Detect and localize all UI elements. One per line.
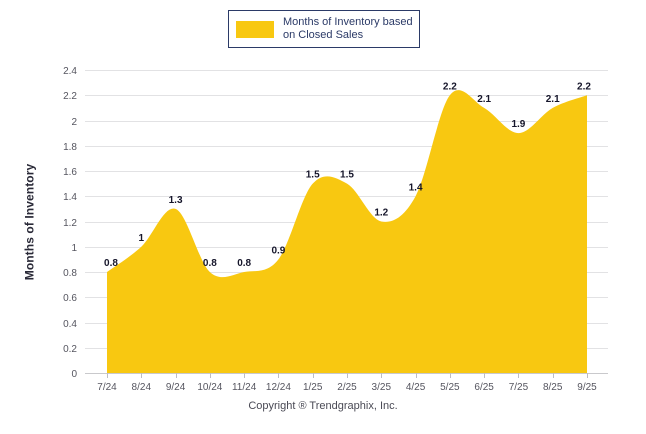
y-axis-tick-label: 0.6 [63,293,77,304]
data-point-label: 2.1 [477,94,491,105]
y-axis-tick-label: 0.4 [63,319,77,330]
y-axis-tick-label: 1 [71,243,77,254]
data-point-label: 1.4 [409,182,423,193]
data-point-label: 0.8 [237,258,251,269]
data-point-label: 1.9 [511,119,525,130]
y-axis-tick-label: 1.6 [63,167,77,178]
x-axis-tick-label: 12/24 [266,382,291,393]
x-axis-tick-label: 10/24 [197,382,222,393]
copyright-footer: Copyright ® Trendgraphix, Inc. [248,400,398,412]
x-axis-tick-label: 4/25 [406,382,426,393]
data-point-label: 1.5 [340,170,354,181]
y-axis-tick-label: 2.4 [63,66,77,77]
data-point-label: 0.8 [203,258,217,269]
y-axis-tick-label: 0.2 [63,344,77,355]
y-axis-tick-label: 2.2 [63,91,77,102]
data-point-label: 2.1 [546,94,560,105]
legend-series-label: Months of Inventory based on Closed Sale… [283,16,413,41]
data-point-label: 0.8 [104,258,118,269]
x-axis: 7/24 8/24 9/24 10/24 11/24 12/24 1/25 2/25 3/25 4… [97,373,597,393]
x-axis-tick-label: 8/24 [132,382,152,393]
y-axis-tick-label: 0.8 [63,268,77,279]
x-axis-tick-label: 8/25 [543,382,563,393]
x-axis-tick-label: 7/25 [509,382,529,393]
data-point-label: 1.2 [374,208,388,219]
legend-color-swatch [236,20,274,38]
x-axis-tick-label: 11/24 [232,382,257,393]
y-axis-tick-label: 0 [71,369,77,380]
data-point-label: 0.9 [271,245,285,256]
data-point-label: 2.2 [443,81,457,92]
data-point-label: 1 [139,233,145,244]
x-axis-tick-label: 6/25 [474,382,494,393]
data-point-labels: 0.8 1 1.3 0.8 0.8 0.9 1.5 1.5 1.2 1.4 2.2 2.1 1.9 2.1… [104,81,591,269]
x-axis-tick-label: 9/25 [577,382,597,393]
x-axis-tick-label: 9/24 [166,382,186,393]
area-series-months-of-inventory [107,90,587,373]
x-axis-tick-label: 2/25 [337,382,357,393]
y-axis-tick-label: 1.4 [63,192,77,203]
y-axis-tick-label: 1.2 [63,218,77,229]
x-axis-tick-label: 3/25 [372,382,392,393]
x-axis-tick-label: 1/25 [303,382,323,393]
y-axis-tick-label: 1.8 [63,142,77,153]
y-axis-tick-label: 2 [71,117,77,128]
chart-legend: Months of Inventory based on Closed Sale… [228,10,420,48]
x-axis-tick-label: 5/25 [440,382,460,393]
data-point-label: 1.3 [169,195,183,206]
data-point-label: 2.2 [577,81,591,92]
data-point-label: 1.5 [306,170,320,181]
x-axis-tick-label: 7/24 [97,382,117,393]
